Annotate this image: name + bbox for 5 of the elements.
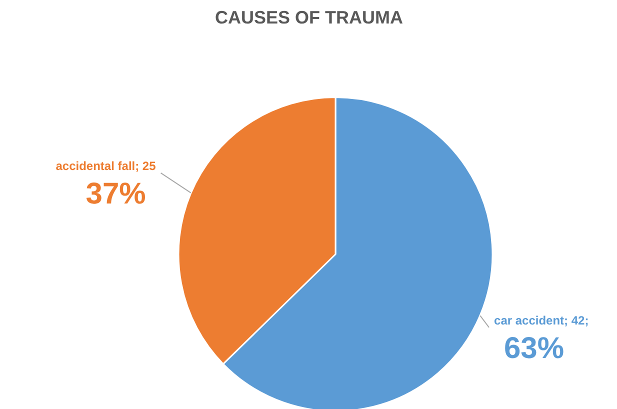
text: 37% (86, 178, 146, 211)
text: 63% (504, 332, 564, 366)
slice-label: accidental fall; 25 (56, 158, 156, 173)
chart-title: CAUSES OF TRAUMA (215, 8, 403, 28)
slice-label: car accident; 42; (494, 313, 589, 328)
